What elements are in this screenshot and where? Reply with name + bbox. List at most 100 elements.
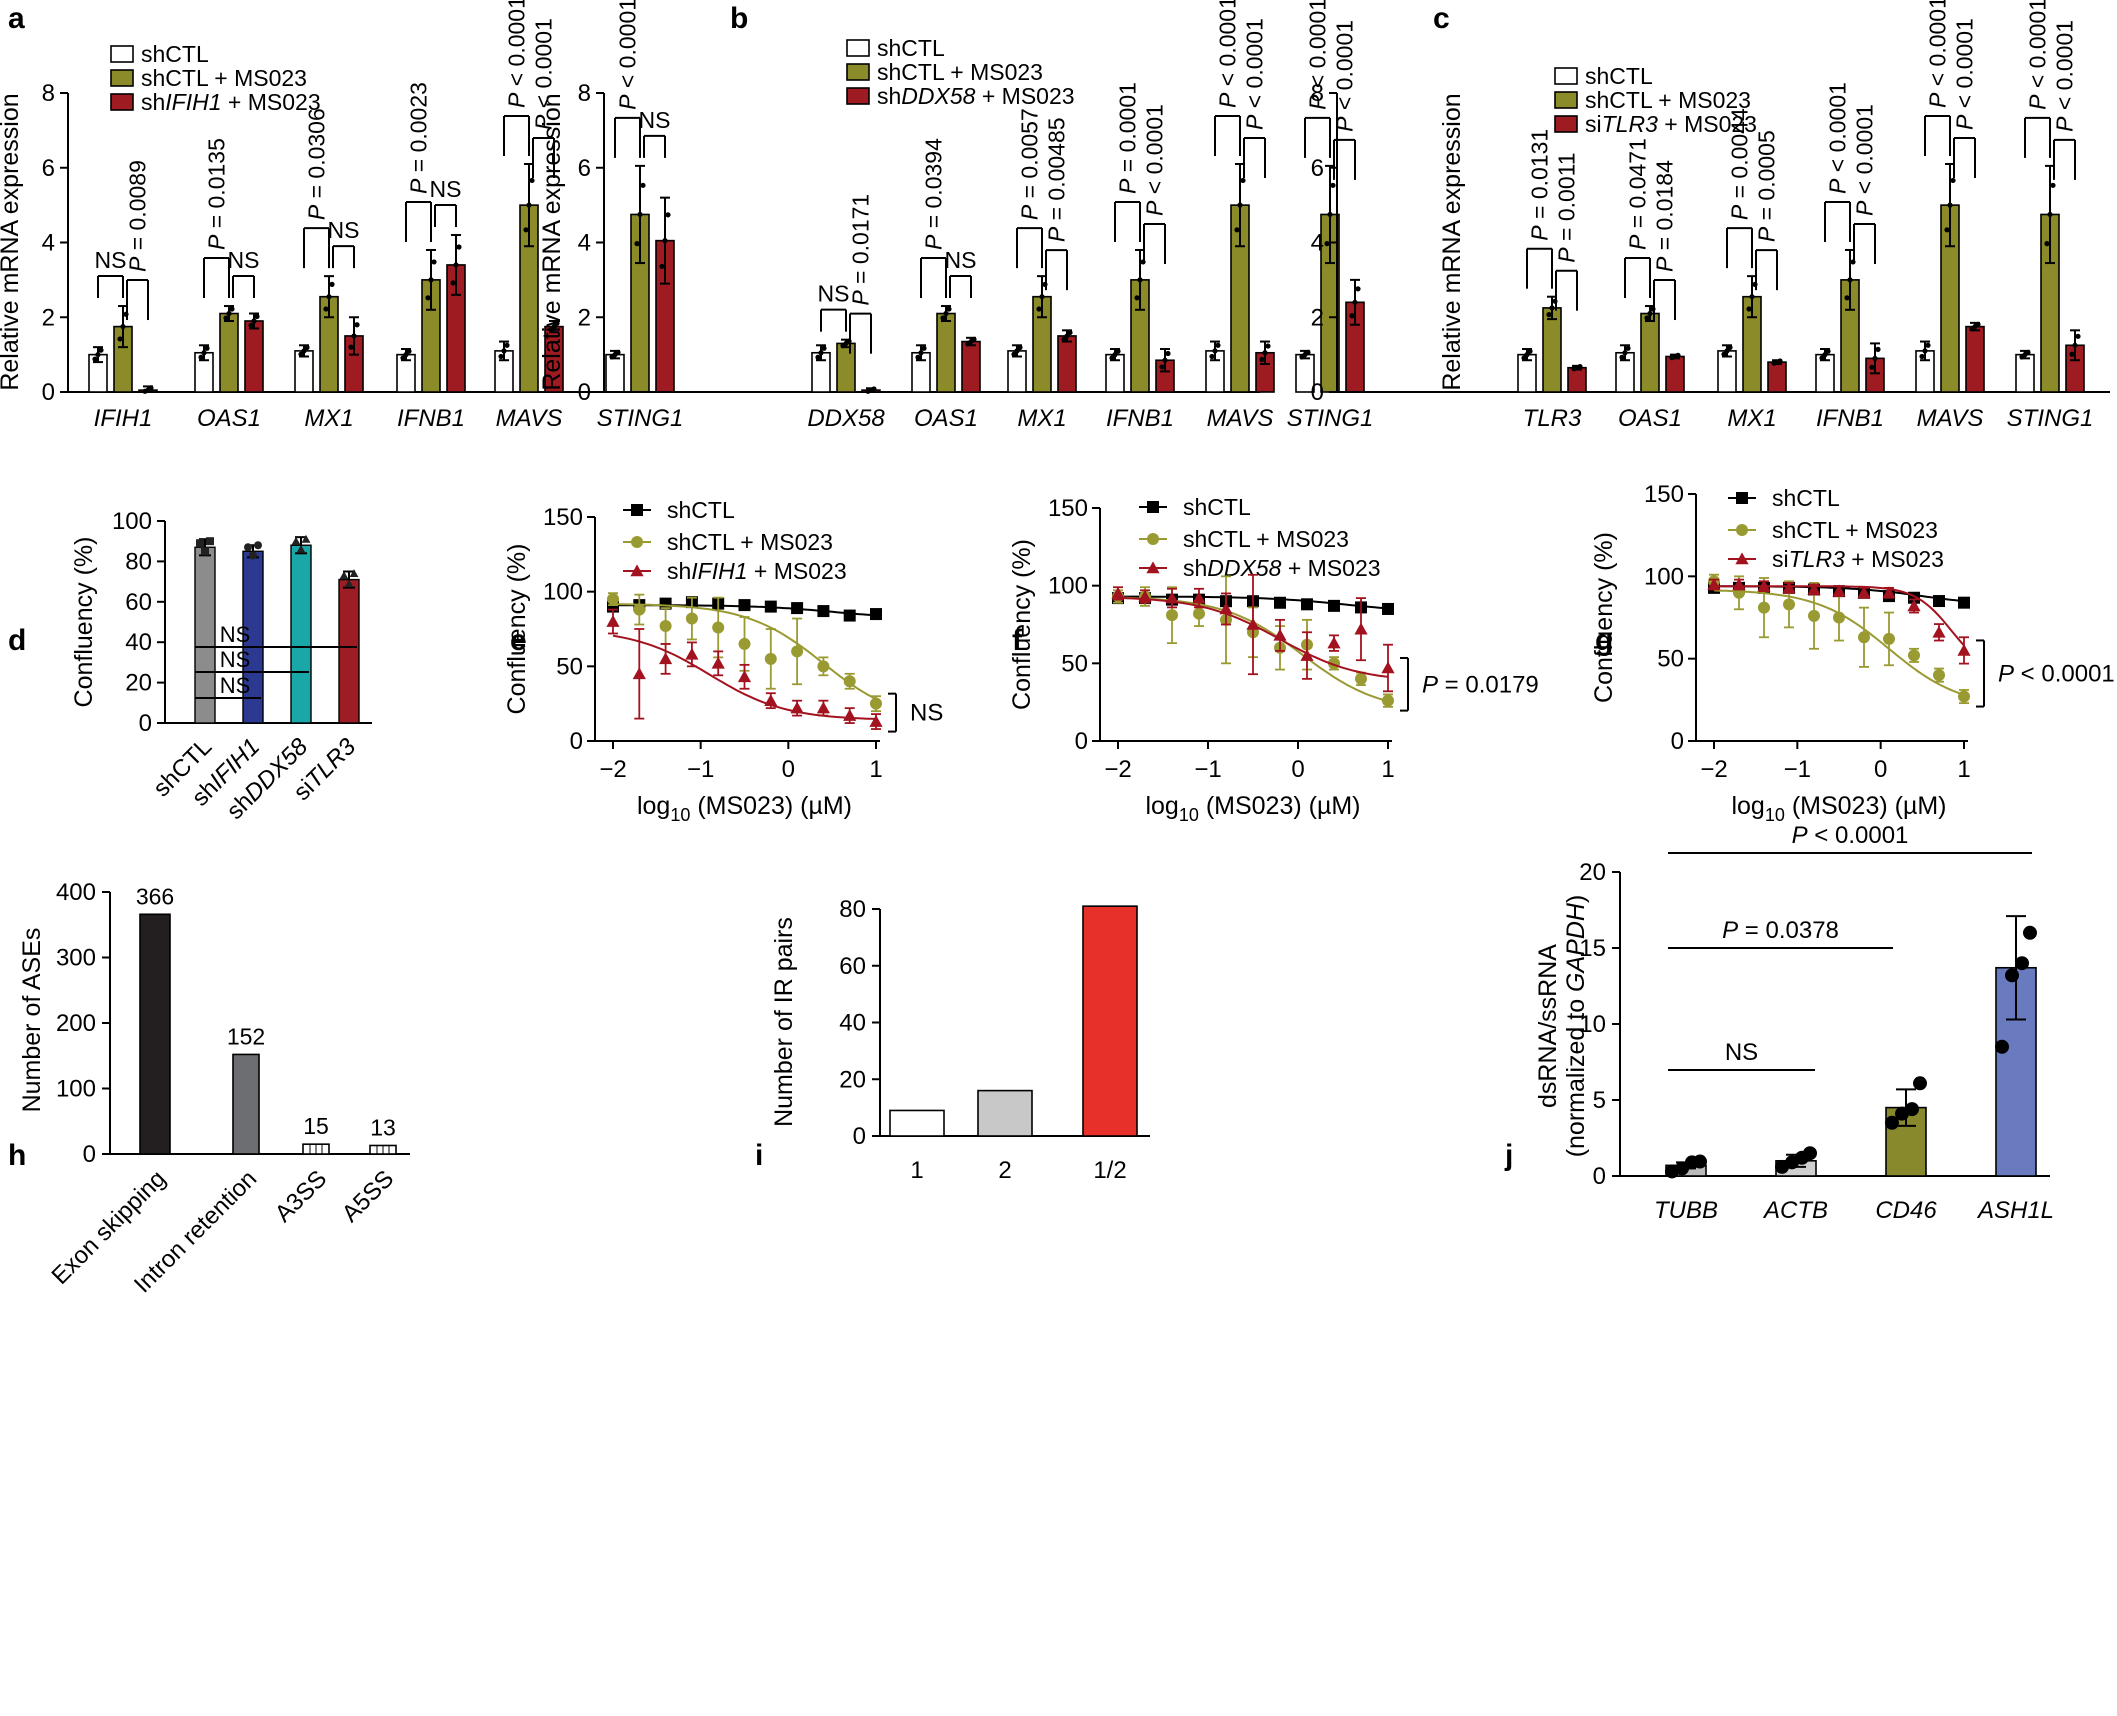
chart-a-dot-1-3-2 (431, 259, 437, 265)
chart-c-dot-0-3-2 (1825, 348, 1831, 354)
chart-b-dot-0-4-1 (1212, 348, 1218, 354)
chart-d-point-1-1 (249, 551, 257, 560)
chart-f-xlabel-part-1: 10 (1179, 805, 1199, 825)
chart-a-legend-label-1-part-0: shCTL + MS023 (141, 65, 307, 91)
chart-c-ytick-label-4: 8 (1311, 80, 1324, 107)
chart-b-stat-4-1: P < 0.0001 (1242, 18, 1268, 130)
chart-h-ytick-label-2: 200 (56, 1010, 96, 1037)
chart-f-point-2-6 (1273, 628, 1287, 641)
chart-c-category-3: IFNB1 (1816, 405, 1884, 432)
chart-d-stat-1: NS (220, 647, 251, 672)
chart-f-legend-label-2-part-0: sh (1183, 555, 1207, 581)
chart-f-stat-part-1: = 0.0179 (1438, 671, 1539, 698)
chart-b-category-2: MX1 (1017, 405, 1066, 432)
chart-c-dot-0-1-0 (1619, 354, 1625, 360)
chart-e-xtick-label-1: −1 (687, 756, 714, 783)
chart-c-stat-5-1: P < 0.0001 (2052, 20, 2078, 132)
chart-b-dot-1-2-0 (1036, 306, 1042, 312)
chart-d-point-0-0 (196, 539, 204, 548)
chart-e-ytick-label-3: 150 (543, 504, 583, 531)
chart-c-stat-3-0-part-0: P (1825, 178, 1851, 194)
chart-a-dot-1-1-2 (229, 306, 235, 312)
chart-g-point-2-5 (1832, 584, 1846, 597)
chart-c-stat-2-0-part-0: P (1727, 204, 1753, 220)
chart-g-dose-response: 0 50 100 150 −2 −1 0 1 log10 (MS023) (µM) Conflue… (1590, 481, 2115, 825)
chart-e-point-2-5 (737, 670, 752, 683)
chart-d-ytick-label-2: 40 (125, 629, 152, 656)
chart-e-ytick-label-2: 100 (543, 579, 583, 606)
chart-c-dot-0-3-0 (1819, 355, 1825, 361)
chart-a-legend-swatch-2 (110, 93, 134, 111)
chart-a-legend-label-0: shCTL (141, 41, 209, 67)
panel-label-e: e (510, 624, 527, 657)
chart-e-point-0-7 (791, 602, 804, 615)
chart-a-ytick-label-0: 0 (42, 379, 55, 406)
chart-a-legend-swatch-0 (110, 45, 134, 63)
chart-c-dot-0-2-0 (1721, 351, 1727, 357)
chart-h-value-label-2: 15 (303, 1113, 329, 1139)
chart-c-legend-label-0-part-0: shCTL (1585, 63, 1653, 89)
chart-b-stat-1-0-part-1: = 0.0394 (921, 138, 947, 235)
chart-b-ytick-label-3: 6 (578, 155, 591, 182)
chart-g-point-0-9 (1933, 595, 1945, 608)
chart-f-point-0-6 (1274, 596, 1286, 609)
chart-j-stat-1: P = 0.0378 (1722, 917, 1839, 944)
chart-b-dot-2-5-1 (1352, 299, 1358, 305)
chart-d-category-3-part-1: TLR3 (301, 733, 362, 794)
chart-f-legend-label-2: shDDX58 + MS023 (1183, 555, 1381, 581)
chart-b-stat-5-1: P < 0.0001 (1332, 20, 1358, 132)
chart-a-stat-3-0: P = 0.0023 (406, 82, 432, 194)
chart-g-xlabel-part-0: log (1731, 792, 1764, 820)
chart-b-dot-0-4-0 (1209, 353, 1215, 360)
chart-b-stat-3-0-part-0: P (1115, 178, 1141, 194)
chart-a-dot-2-4-0 (548, 327, 554, 333)
chart-a-dot-2-5-2 (665, 212, 671, 218)
chart-b-legend-label-1-part-0: shCTL + MS023 (877, 59, 1043, 85)
chart-e-point-1-2 (659, 620, 672, 633)
chart-b-legend-label-2-part-0: sh (877, 83, 901, 109)
panel-label-c: c (1433, 2, 1450, 35)
chart-e-legend-marker-0 (631, 504, 643, 516)
chart-g-point-0-10 (1958, 596, 1970, 609)
chart-d-ytick-label-1: 20 (125, 670, 152, 697)
chart-c-dot-2-2-2 (1777, 358, 1783, 364)
chart-j-ytick-label-1: 5 (1593, 1087, 1606, 1114)
chart-a-dot-1-5-2 (640, 182, 646, 188)
chart-c-legend-swatch-0 (1554, 67, 1578, 85)
chart-e-legend-label-2: shIFIH1 + MS023 (667, 558, 847, 584)
chart-c-dot-2-5-1 (2072, 342, 2078, 348)
chart-f-xlabel: log10 (MS023) (µM) (1145, 792, 1360, 825)
chart-e-stat: NS (910, 700, 943, 727)
chart-a-dot-0-1-0 (198, 354, 204, 360)
chart-e-legend-label-0: shCTL (667, 497, 735, 523)
chart-b-dot-0-1-0 (915, 354, 921, 360)
chart-b-stat-2-1: P = 0.00485 (1044, 117, 1070, 242)
chart-c-stat-1-0-part-0: P (1625, 234, 1651, 250)
chart-e-point-0-10 (870, 608, 882, 621)
chart-d-bar-2 (290, 544, 312, 724)
chart-a-dot-1-1-0 (223, 315, 229, 321)
chart-e-point-1-5 (738, 637, 751, 650)
chart-j-stat-1-part-0: P (1722, 917, 1738, 944)
chart-d-bar-0 (194, 546, 216, 724)
chart-b-legend-label-2: shDDX58 + MS023 (877, 83, 1075, 109)
chart-h-bar-1 (232, 1053, 260, 1155)
chart-a-stat-5-0-part-0: P (615, 94, 641, 110)
chart-b-dot-0-3-0 (1109, 355, 1115, 361)
chart-f-ytick-label-3: 150 (1048, 495, 1088, 522)
chart-a-dot-0-1-2 (204, 345, 210, 351)
chart-g-xlabel-part-2: (MS023) (µM) (1785, 792, 1947, 820)
chart-j-stat-2-part-1: < 0.0001 (1808, 822, 1909, 849)
chart-g-ytick-label-1: 50 (1657, 646, 1684, 673)
chart-g-legend-marker-2 (1735, 552, 1749, 565)
chart-b-category-4: MAVS (1207, 405, 1274, 432)
chart-e-legend-marker-1 (631, 536, 643, 548)
chart-a-stat-3-0-part-0: P (406, 178, 432, 194)
chart-g-legend-marker-1 (1736, 524, 1748, 536)
chart-a-ytick-label-4: 8 (42, 80, 55, 107)
chart-f-point-2-5 (1246, 617, 1260, 630)
chart-g-ytick-label-0: 0 (1671, 728, 1684, 755)
chart-e-point-0-5 (738, 599, 751, 612)
